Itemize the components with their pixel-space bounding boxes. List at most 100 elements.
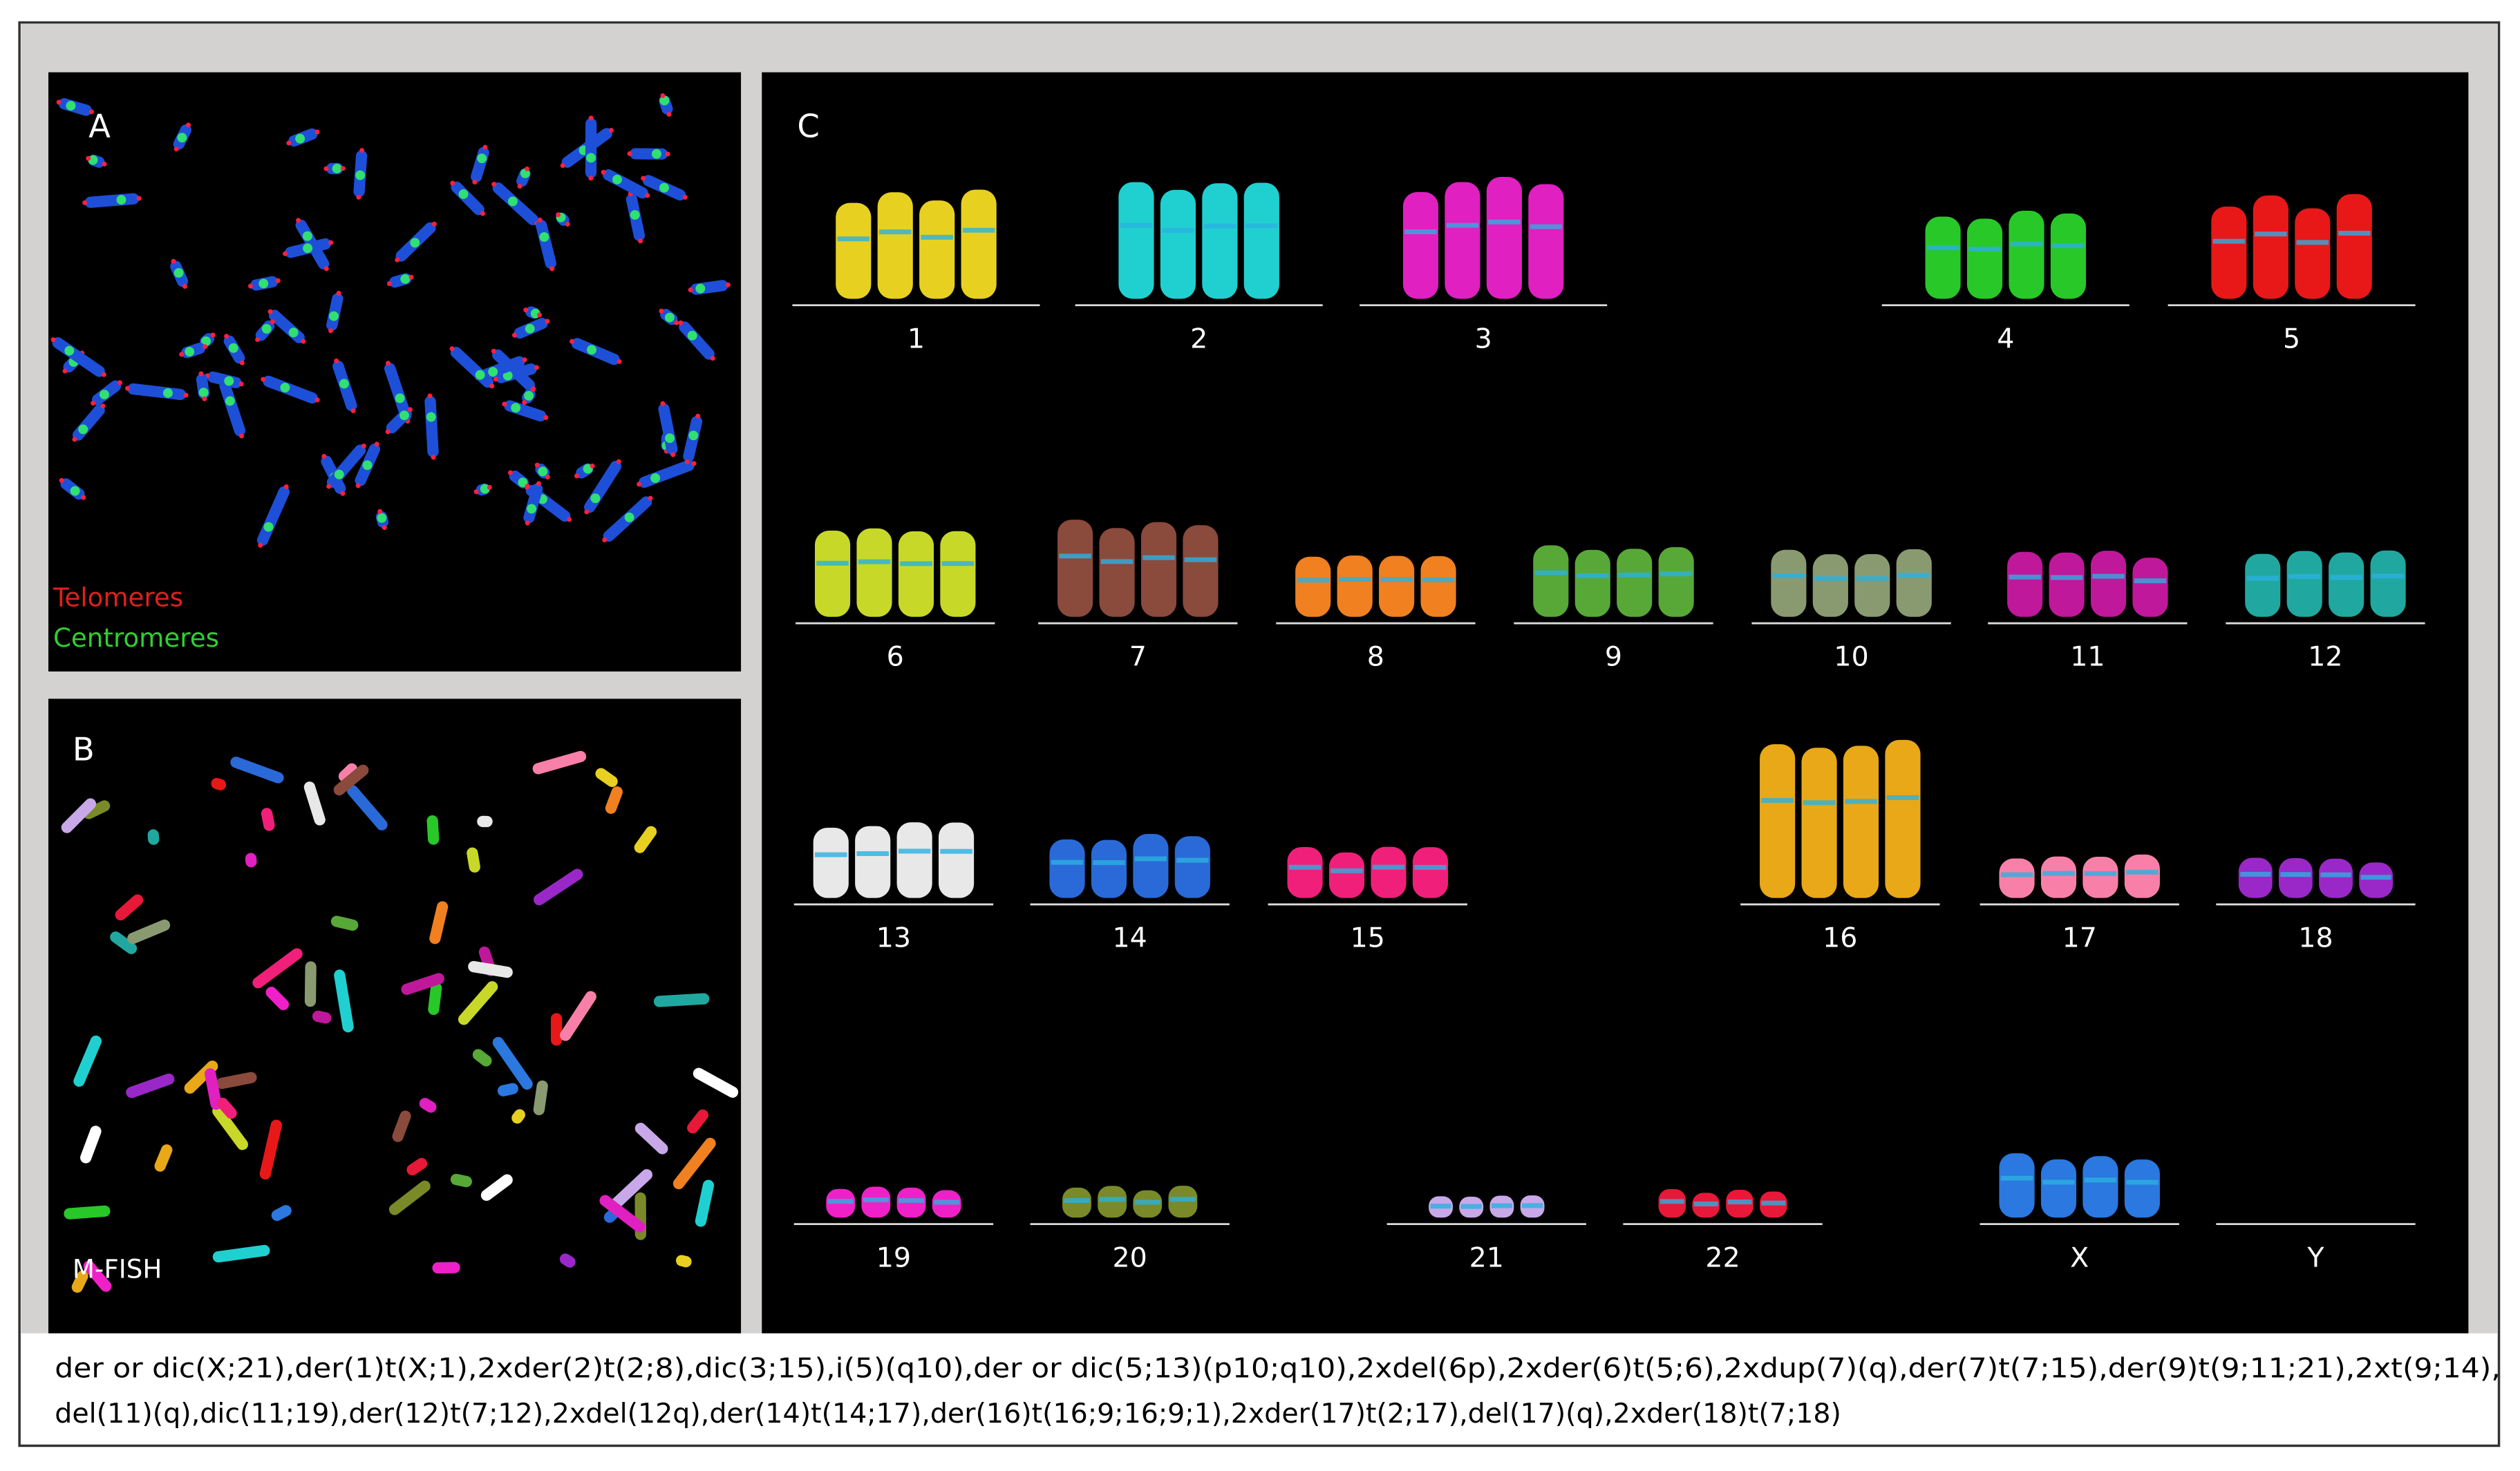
telomere — [525, 166, 530, 171]
chromatid — [384, 363, 412, 421]
centromere — [1530, 224, 1563, 229]
chromosome-label: 11 — [2070, 641, 2105, 673]
centromere — [332, 163, 342, 173]
chromosome — [170, 258, 189, 289]
centromere — [2084, 1177, 2117, 1183]
telomere — [283, 251, 288, 256]
chromosome — [211, 777, 227, 790]
telomere — [296, 218, 301, 223]
centromere — [2296, 240, 2329, 245]
chromosome — [64, 1205, 111, 1219]
telomere — [173, 146, 179, 152]
chromosome — [877, 192, 913, 299]
chromosome — [502, 400, 549, 421]
centromere — [488, 367, 498, 377]
chromosome — [1371, 846, 1407, 898]
chromosome — [71, 1270, 88, 1293]
centromere — [1659, 1199, 1684, 1204]
telomere — [56, 99, 62, 105]
telomere — [239, 360, 245, 366]
telomere — [91, 400, 96, 406]
centromere — [1414, 864, 1447, 870]
chromosome — [1287, 846, 1323, 898]
chromosome — [556, 212, 570, 227]
chromosome — [492, 1036, 533, 1090]
centromere — [1134, 856, 1167, 862]
chromosome — [73, 1035, 102, 1087]
chromosome — [634, 1122, 668, 1155]
centromere — [1534, 570, 1568, 576]
chromosome — [497, 1083, 518, 1097]
telomere — [688, 287, 693, 293]
chromosome-label: 22 — [1705, 1242, 1740, 1273]
centromere — [477, 153, 487, 164]
chromosome — [2295, 208, 2331, 299]
centromere — [288, 328, 299, 338]
telomere — [270, 319, 275, 325]
chromosome — [595, 768, 618, 788]
centromere — [410, 238, 420, 248]
chromosome-label: Y — [2306, 1242, 2324, 1273]
chromosome — [1925, 216, 1961, 299]
chromatid — [64, 1205, 111, 1219]
chromosome — [1379, 556, 1415, 617]
centromere — [1488, 219, 1521, 225]
chromatid — [679, 321, 715, 360]
telomere — [323, 266, 329, 272]
chromosome — [115, 894, 144, 921]
telomere — [491, 182, 497, 187]
chromosome — [395, 221, 437, 263]
telomere — [537, 217, 543, 222]
centromere — [2050, 575, 2083, 580]
centromere — [2246, 576, 2279, 581]
chromatid — [560, 991, 596, 1041]
centromere — [1491, 1203, 1513, 1208]
chromosome — [1183, 525, 1219, 617]
centromere — [695, 283, 706, 294]
centromere — [2052, 243, 2085, 249]
chromosome — [332, 358, 357, 414]
centromere — [587, 345, 596, 355]
telomere — [117, 380, 122, 386]
centromere — [1761, 1200, 1786, 1206]
chromosome-label: 19 — [876, 1242, 911, 1273]
centromere — [1727, 1199, 1752, 1205]
chromatid — [80, 1126, 102, 1164]
chromosome — [471, 144, 489, 184]
chromosome — [534, 869, 583, 906]
centromere — [940, 848, 972, 854]
chromosome — [212, 1105, 248, 1150]
chromosome — [940, 531, 976, 617]
centromere — [173, 267, 184, 278]
chromatid — [304, 961, 317, 1007]
centromere — [1618, 572, 1651, 578]
telomere — [659, 308, 664, 314]
chromatid — [492, 1036, 533, 1090]
centromere — [878, 229, 912, 235]
telomere — [408, 274, 414, 280]
telomere — [224, 334, 229, 339]
centromere — [458, 189, 469, 199]
telomere — [584, 509, 590, 515]
chromatid — [424, 395, 439, 457]
centromere — [2371, 573, 2405, 579]
chromosome-label: 17 — [2062, 922, 2097, 954]
telomere — [255, 336, 261, 342]
chromosome-label: 8 — [1367, 641, 1384, 673]
telomere — [82, 200, 88, 205]
chromosome — [2050, 213, 2087, 299]
centromere — [2092, 573, 2125, 579]
chromosome — [83, 1260, 112, 1292]
telomere — [480, 211, 485, 216]
telomere — [326, 484, 332, 489]
chromosome-label: 18 — [2298, 922, 2333, 954]
chromosome — [493, 363, 539, 383]
telomere — [239, 433, 244, 439]
chromosome — [56, 98, 94, 116]
centromere — [2288, 573, 2321, 579]
chromosome-label: 16 — [1823, 922, 1857, 954]
telomere — [198, 371, 204, 377]
centromere — [225, 396, 235, 406]
telomere — [340, 491, 346, 496]
telomere — [321, 453, 327, 459]
